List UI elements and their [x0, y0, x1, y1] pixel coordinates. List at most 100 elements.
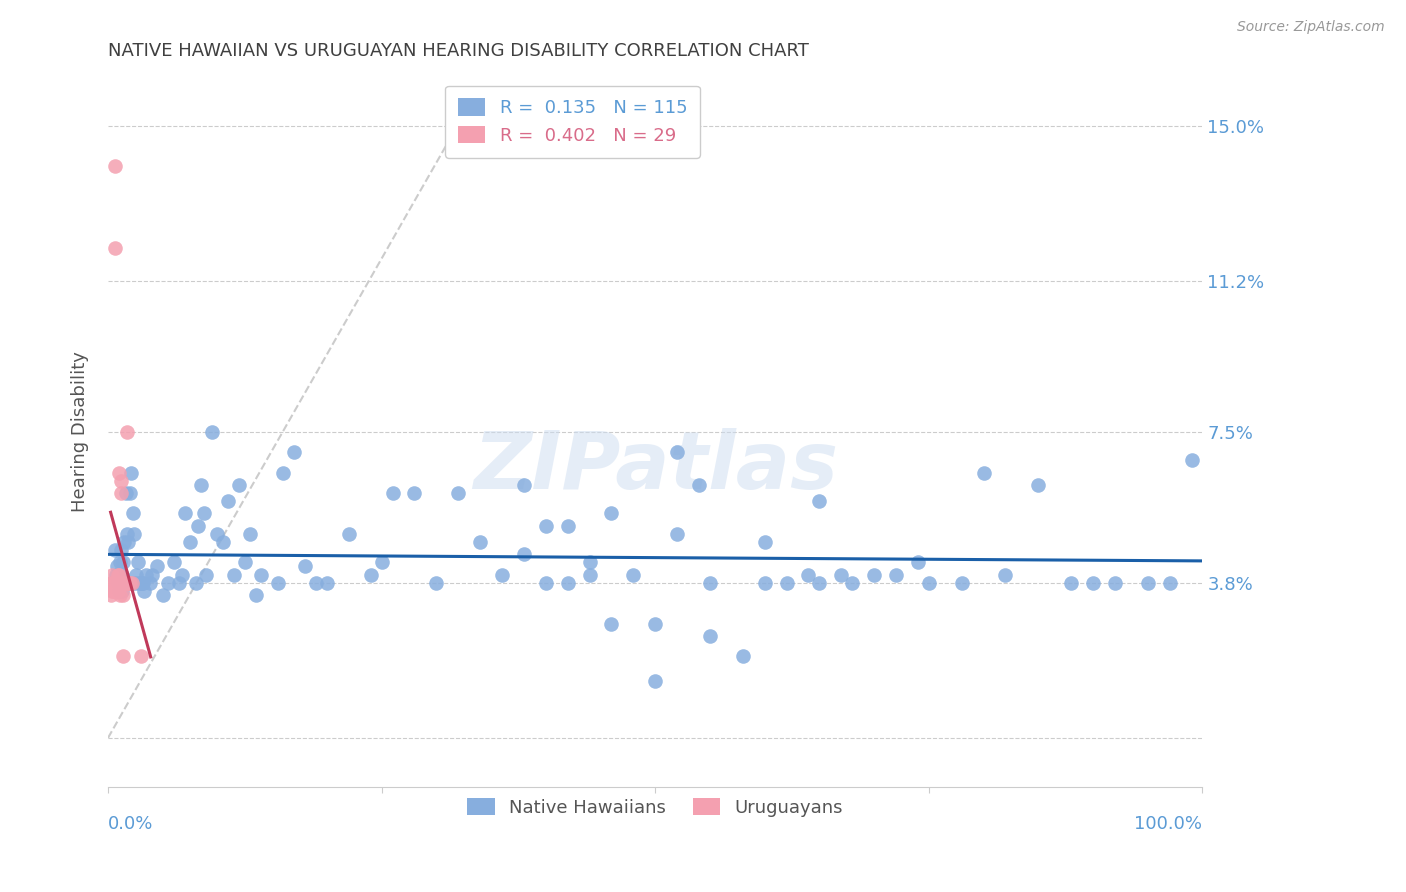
- Text: Source: ZipAtlas.com: Source: ZipAtlas.com: [1237, 20, 1385, 34]
- Point: [135, 567, 157, 582]
- Point: [973, 466, 995, 480]
- Point: [112, 588, 135, 602]
- Point: [122, 526, 145, 541]
- Point: [841, 575, 863, 590]
- Point: [600, 616, 623, 631]
- Point: [103, 241, 125, 255]
- Point: [666, 526, 689, 541]
- Y-axis label: Hearing Disability: Hearing Disability: [72, 351, 89, 512]
- Point: [994, 567, 1017, 582]
- Point: [108, 575, 131, 590]
- Text: 0.0%: 0.0%: [108, 815, 153, 833]
- Point: [193, 507, 215, 521]
- Point: [118, 575, 141, 590]
- Point: [107, 584, 129, 599]
- Point: [754, 575, 776, 590]
- Point: [132, 575, 155, 590]
- Point: [112, 535, 135, 549]
- Point: [107, 567, 129, 582]
- Point: [101, 584, 124, 599]
- Point: [114, 486, 136, 500]
- Point: [104, 567, 127, 582]
- Point: [425, 575, 447, 590]
- Point: [468, 535, 491, 549]
- Point: [103, 543, 125, 558]
- Point: [110, 486, 132, 500]
- Point: [108, 567, 131, 582]
- Point: [127, 555, 149, 569]
- Point: [129, 649, 152, 664]
- Point: [950, 575, 973, 590]
- Point: [578, 567, 600, 582]
- Point: [797, 567, 820, 582]
- Point: [404, 486, 426, 500]
- Point: [115, 526, 138, 541]
- Legend: Native Hawaiians, Uruguayans: Native Hawaiians, Uruguayans: [457, 787, 853, 828]
- Point: [118, 575, 141, 590]
- Point: [578, 555, 600, 569]
- Point: [110, 575, 132, 590]
- Point: [167, 575, 190, 590]
- Text: NATIVE HAWAIIAN VS URUGUAYAN HEARING DISABILITY CORRELATION CHART: NATIVE HAWAIIAN VS URUGUAYAN HEARING DIS…: [108, 42, 808, 60]
- Point: [600, 507, 623, 521]
- Point: [222, 567, 245, 582]
- Point: [104, 575, 127, 590]
- Point: [370, 555, 392, 569]
- Point: [179, 535, 201, 549]
- Point: [207, 526, 229, 541]
- Point: [141, 567, 163, 582]
- Point: [112, 575, 135, 590]
- Point: [447, 486, 470, 500]
- Point: [163, 555, 186, 569]
- Point: [100, 588, 122, 602]
- Point: [121, 575, 143, 590]
- Point: [111, 567, 134, 582]
- Point: [108, 584, 131, 599]
- Point: [117, 535, 139, 549]
- Point: [152, 588, 174, 602]
- Point: [233, 555, 256, 569]
- Point: [112, 555, 135, 569]
- Point: [250, 567, 273, 582]
- Point: [110, 543, 132, 558]
- Point: [1104, 575, 1126, 590]
- Point: [104, 575, 127, 590]
- Point: [513, 478, 536, 492]
- Point: [1026, 478, 1049, 492]
- Point: [101, 567, 124, 582]
- Point: [245, 588, 267, 602]
- Point: [195, 567, 218, 582]
- Point: [120, 466, 142, 480]
- Point: [239, 526, 262, 541]
- Point: [105, 559, 128, 574]
- Point: [122, 507, 145, 521]
- Point: [271, 466, 294, 480]
- Point: [557, 575, 579, 590]
- Point: [108, 588, 131, 602]
- Point: [121, 575, 143, 590]
- Point: [315, 575, 337, 590]
- Point: [129, 575, 152, 590]
- Point: [115, 425, 138, 439]
- Point: [172, 567, 194, 582]
- Point: [112, 649, 135, 664]
- Point: [699, 575, 721, 590]
- Point: [534, 518, 557, 533]
- Point: [884, 567, 907, 582]
- Point: [111, 584, 134, 599]
- Point: [918, 575, 941, 590]
- Point: [212, 535, 235, 549]
- Point: [110, 474, 132, 488]
- Point: [644, 616, 666, 631]
- Point: [621, 567, 644, 582]
- Point: [103, 584, 125, 599]
- Point: [808, 575, 831, 590]
- Point: [128, 575, 150, 590]
- Point: [131, 575, 153, 590]
- Point: [201, 425, 224, 439]
- Point: [754, 535, 776, 549]
- Point: [491, 567, 513, 582]
- Point: [907, 555, 929, 569]
- Point: [107, 575, 129, 590]
- Point: [1180, 453, 1202, 467]
